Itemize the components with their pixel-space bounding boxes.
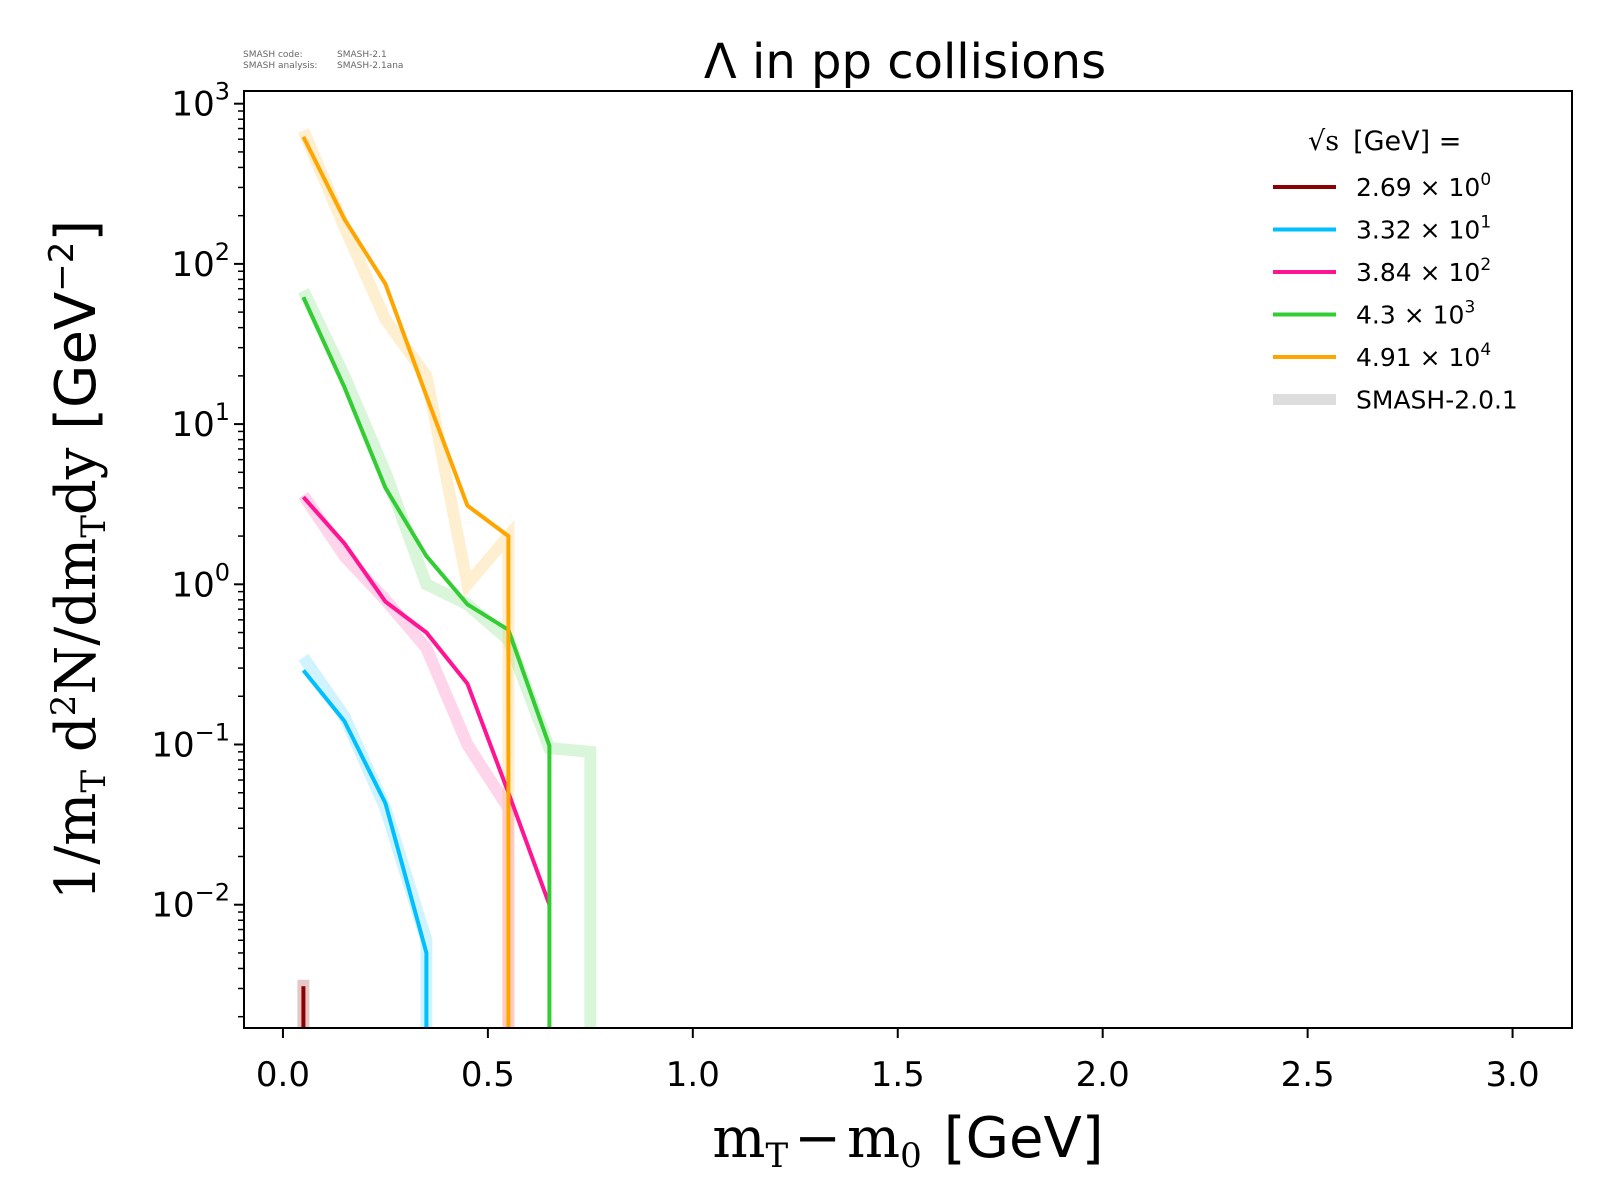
y-axis-label: 1/mT d2N/dmTdy [GeV−2] xyxy=(42,220,114,900)
plot-frame xyxy=(243,90,1573,1029)
x-tick-label: 0.5 xyxy=(461,1055,515,1095)
series-line-3 xyxy=(301,296,552,1028)
y-tick-label: 100 xyxy=(171,558,230,605)
y-tick-label: 102 xyxy=(171,238,230,285)
smash-analysis-value: SMASH-2.1ana xyxy=(337,61,403,71)
series-line-4 xyxy=(301,136,511,1028)
x-tick-label: 1.5 xyxy=(871,1055,925,1095)
series-layer xyxy=(297,128,597,1028)
x-tick-label: 2.0 xyxy=(1076,1055,1130,1095)
legend-label: 4.91 × 104 xyxy=(1356,340,1491,372)
x-tick-label: 0.0 xyxy=(256,1055,310,1095)
series-line-6 xyxy=(298,653,433,1028)
legend-label: SMASH-2.0.1 xyxy=(1356,386,1518,415)
x-tick-label: 2.5 xyxy=(1281,1055,1335,1095)
legend-title: √s [GeV] = xyxy=(1308,126,1461,157)
chart-title: Λ in pp collisions xyxy=(704,34,1106,90)
x-axis: 0.0 0.5 1.0 1.5 2.0 2.5 3.0 xyxy=(256,1028,1540,1095)
y-tick-label: 103 xyxy=(171,78,230,125)
legend-label: 2.69 × 100 xyxy=(1356,170,1491,202)
smash-code-value: SMASH-2.1 xyxy=(337,50,387,60)
x-axis-label: mT − m0 [GeV] xyxy=(712,1106,1103,1176)
x-tick-label: 1.0 xyxy=(666,1055,720,1095)
y-tick-label: 101 xyxy=(171,398,230,445)
x-tick-label: 3.0 xyxy=(1486,1055,1540,1095)
y-tick-label: 10−1 xyxy=(151,719,230,766)
series-line-1 xyxy=(301,669,429,1028)
y-axis: 10−2 10−1 100 101 102 103 xyxy=(151,78,244,1018)
smash-code-label: SMASH code: xyxy=(243,50,303,60)
y-tick-label: 10−2 xyxy=(151,879,230,926)
legend-label: 4.3 × 103 xyxy=(1356,298,1475,330)
legend: √s [GeV] = 2.69 × 100 3.32 × 101 3.84 × 102… xyxy=(1273,126,1518,415)
legend-label: 3.32 × 101 xyxy=(1356,213,1491,245)
smash-analysis-label: SMASH analysis: xyxy=(243,61,317,71)
legend-label: 3.84 × 102 xyxy=(1356,255,1491,287)
